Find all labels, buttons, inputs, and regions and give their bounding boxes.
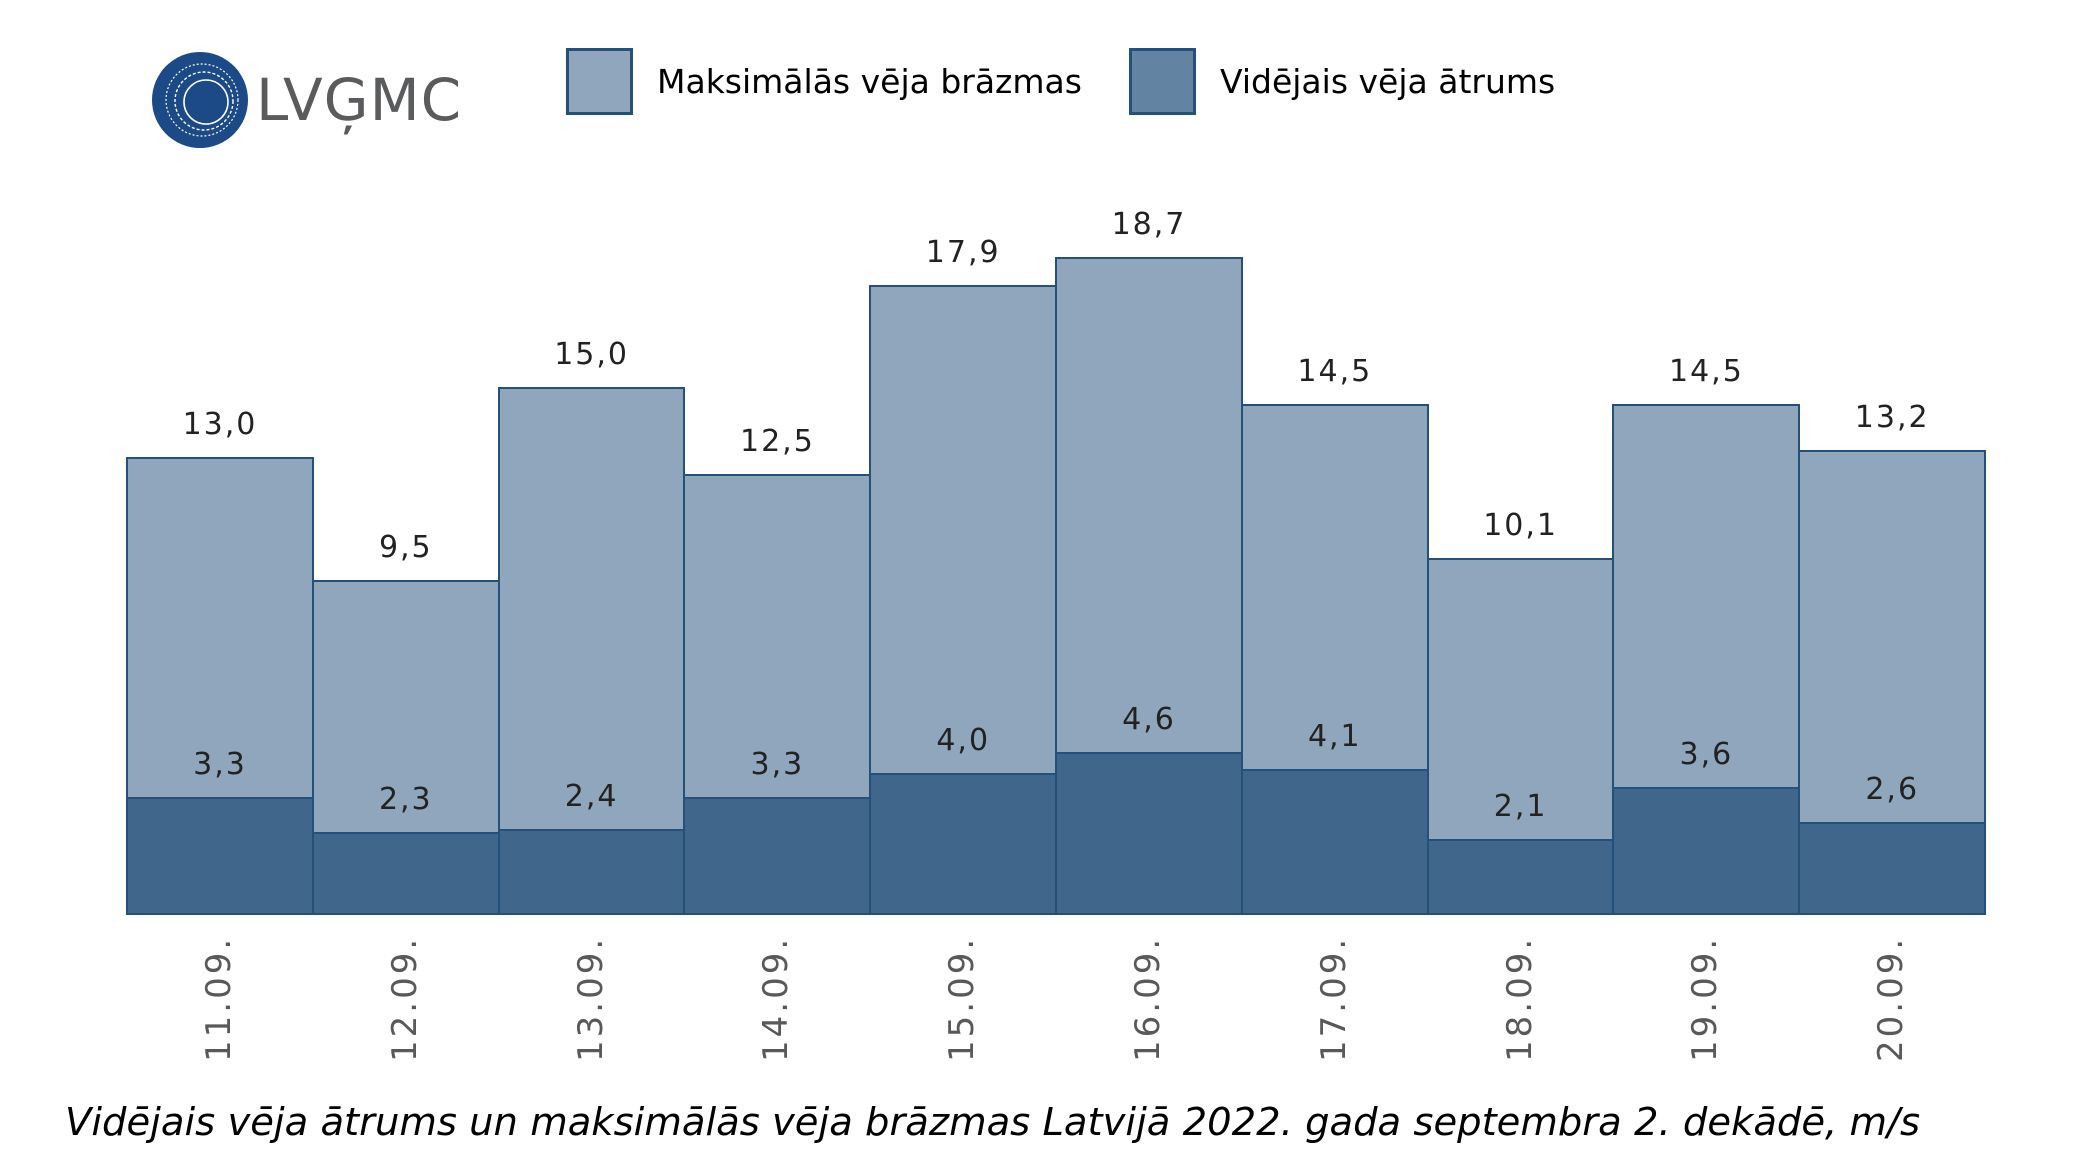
value-label-max: 14,5 [1668, 354, 1744, 390]
value-label-avg: 4,6 [1122, 701, 1176, 737]
legend-item-avg-speed: Vidējais vēja ātrums [1129, 46, 1555, 116]
legend-item-max-gusts: Maksimālās vēja brāzmas [566, 46, 1082, 116]
bar-max-gust [497, 386, 686, 915]
lvgmc-logo: LVĢMC [152, 52, 472, 148]
bar-avg-speed [1240, 769, 1429, 915]
bar-avg-speed [1426, 839, 1615, 915]
value-label-avg: 3,6 [1679, 736, 1734, 772]
legend-swatch-max [566, 47, 633, 115]
x-axis-label: 12.09. [384, 935, 425, 1062]
value-label-avg: 2,4 [564, 778, 619, 814]
legend-swatch-avg [1129, 47, 1196, 115]
value-label-max: 18,7 [1111, 206, 1187, 242]
x-axis-label: 17.09. [1313, 935, 1354, 1062]
x-axis-label: 14.09. [756, 935, 797, 1062]
bar-avg-speed [683, 797, 872, 915]
value-label-avg: 2,1 [1493, 789, 1548, 825]
value-label-max: 9,5 [378, 529, 433, 565]
value-label-max: 10,1 [1483, 508, 1558, 544]
value-label-avg: 2,3 [378, 782, 433, 818]
value-label-avg: 4,1 [1307, 719, 1362, 755]
x-axis-label: 19.09. [1685, 935, 1726, 1062]
bar-avg-speed [311, 832, 500, 915]
x-axis-label: 13.09. [570, 935, 611, 1062]
value-label-max: 13,2 [1854, 399, 1930, 435]
bar-avg-speed [1055, 751, 1243, 915]
legend-label-avg: Vidējais vēja ātrums [1220, 61, 1556, 101]
chart-title: Vidējais vēja ātrums un maksimālās vēja … [65, 1100, 1921, 1145]
value-label-max: 12,5 [739, 424, 815, 460]
value-label-avg: 3,3 [750, 747, 805, 783]
bar-avg-speed [869, 772, 1057, 915]
x-axis-label: 15.09. [942, 935, 983, 1062]
bar-avg-speed [1798, 821, 1986, 915]
logo-waves-icon [152, 52, 248, 148]
value-label-max: 13,0 [182, 406, 258, 442]
value-label-avg: 4,0 [936, 722, 991, 758]
value-label-max: 17,9 [925, 234, 1001, 270]
value-label-max: 14,5 [1297, 354, 1373, 390]
bar-avg-speed [126, 797, 314, 915]
x-axis-label: 16.09. [1127, 935, 1168, 1062]
value-label-max: 15,0 [554, 336, 629, 372]
x-axis-label: 20.09. [1871, 935, 1912, 1062]
x-axis-label: 11.09. [198, 935, 239, 1062]
logo-text: LVĢMC [256, 66, 463, 134]
value-label-avg: 2,6 [1865, 771, 1920, 807]
value-label-avg: 3,3 [193, 747, 247, 783]
x-axis-label: 18.09. [1499, 935, 1540, 1062]
legend-label-max: Maksimālās vēja brāzmas [657, 61, 1082, 101]
bar-avg-speed [1612, 786, 1801, 915]
bar-avg-speed [497, 828, 686, 915]
